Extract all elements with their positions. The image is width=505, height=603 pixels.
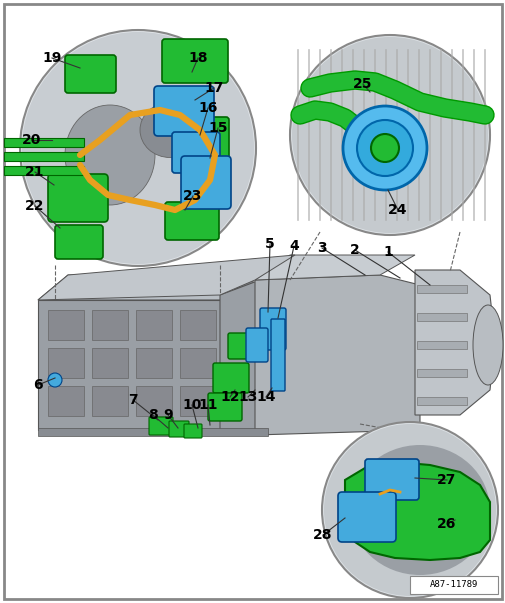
Bar: [136, 310, 172, 340]
Text: 14: 14: [256, 390, 275, 404]
Text: 28: 28: [313, 528, 332, 542]
Polygon shape: [38, 275, 252, 300]
Circle shape: [289, 35, 489, 235]
Text: 20: 20: [22, 133, 41, 147]
Ellipse shape: [472, 305, 502, 385]
Text: 26: 26: [436, 517, 456, 531]
Text: 1: 1: [382, 245, 392, 259]
FancyBboxPatch shape: [181, 156, 231, 209]
Bar: [136, 386, 172, 416]
Text: 6: 6: [33, 378, 43, 392]
Polygon shape: [38, 255, 294, 300]
Text: 3: 3: [317, 241, 326, 255]
FancyBboxPatch shape: [184, 424, 201, 438]
Text: 24: 24: [387, 203, 407, 217]
FancyBboxPatch shape: [364, 459, 418, 500]
Text: 13: 13: [238, 390, 257, 404]
Polygon shape: [223, 275, 252, 430]
FancyBboxPatch shape: [148, 417, 173, 435]
FancyBboxPatch shape: [213, 363, 248, 393]
Bar: [180, 310, 216, 340]
Bar: [38, 428, 268, 436]
Text: 7: 7: [128, 393, 137, 407]
Text: 19: 19: [42, 51, 62, 65]
Polygon shape: [255, 255, 414, 280]
Text: 23: 23: [183, 189, 203, 203]
Bar: [180, 348, 216, 378]
Bar: [4, 152, 84, 161]
Bar: [416, 341, 466, 349]
Polygon shape: [344, 462, 489, 560]
FancyBboxPatch shape: [162, 39, 228, 83]
FancyBboxPatch shape: [172, 132, 220, 173]
Bar: [180, 386, 216, 416]
Bar: [416, 397, 466, 405]
Circle shape: [321, 422, 497, 598]
Bar: [409, 576, 497, 594]
Text: 4: 4: [288, 239, 298, 253]
Text: 18: 18: [188, 51, 208, 65]
Text: 8: 8: [148, 408, 158, 422]
Polygon shape: [220, 280, 260, 435]
Text: 12: 12: [220, 390, 239, 404]
FancyBboxPatch shape: [208, 393, 241, 421]
Bar: [416, 313, 466, 321]
Text: 27: 27: [436, 473, 456, 487]
FancyBboxPatch shape: [245, 328, 268, 362]
Text: A87-11789: A87-11789: [429, 581, 477, 590]
Text: 2: 2: [349, 243, 359, 257]
Circle shape: [22, 32, 254, 264]
Bar: [48, 348, 84, 378]
Text: 5: 5: [265, 237, 274, 251]
Circle shape: [291, 37, 487, 233]
Text: 16: 16: [198, 101, 217, 115]
FancyBboxPatch shape: [185, 117, 229, 173]
Text: 10: 10: [182, 398, 201, 412]
Bar: [136, 348, 172, 378]
Circle shape: [323, 424, 495, 596]
Bar: [4, 166, 84, 175]
Polygon shape: [255, 275, 419, 435]
FancyBboxPatch shape: [271, 319, 284, 391]
Text: 17: 17: [204, 81, 223, 95]
Ellipse shape: [140, 103, 199, 157]
Text: 9: 9: [163, 408, 173, 422]
Text: 22: 22: [25, 199, 44, 213]
Circle shape: [48, 373, 62, 387]
FancyBboxPatch shape: [165, 202, 219, 240]
Polygon shape: [414, 270, 494, 415]
Bar: [92, 310, 128, 340]
Bar: [4, 138, 84, 147]
Bar: [92, 386, 128, 416]
Circle shape: [20, 30, 256, 266]
Bar: [416, 369, 466, 377]
Text: 25: 25: [352, 77, 372, 91]
Bar: [416, 285, 466, 293]
Circle shape: [370, 134, 398, 162]
FancyBboxPatch shape: [228, 333, 260, 359]
Bar: [48, 386, 84, 416]
Circle shape: [342, 106, 426, 190]
Text: 15: 15: [208, 121, 227, 135]
FancyBboxPatch shape: [169, 421, 189, 437]
FancyBboxPatch shape: [337, 492, 395, 542]
FancyBboxPatch shape: [154, 86, 214, 136]
FancyBboxPatch shape: [65, 55, 116, 93]
Ellipse shape: [65, 105, 155, 205]
FancyBboxPatch shape: [260, 308, 285, 350]
Bar: [48, 310, 84, 340]
FancyBboxPatch shape: [48, 174, 108, 222]
FancyBboxPatch shape: [55, 225, 103, 259]
Bar: [92, 348, 128, 378]
Text: 21: 21: [25, 165, 44, 179]
Ellipse shape: [349, 445, 489, 575]
Bar: [38, 300, 223, 430]
Circle shape: [357, 120, 412, 176]
Text: 11: 11: [198, 398, 217, 412]
